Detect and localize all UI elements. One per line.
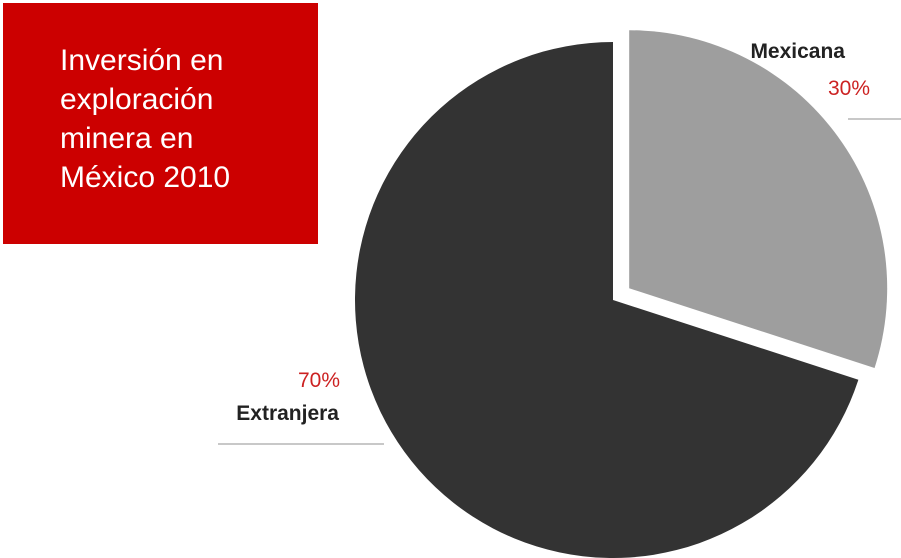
slice-name-label-extranjera: Extranjera (236, 402, 339, 425)
chart-title: Inversión en exploración minera en Méxic… (60, 44, 231, 194)
title-box: Inversión en exploración minera en Méxic… (3, 3, 318, 244)
pie-slice-mexicana (629, 30, 888, 368)
pie-slice-extranjera (355, 42, 859, 558)
slice-value-label-mexicana: 30% (828, 77, 870, 100)
slice-value-label-extranjera: 70% (298, 369, 340, 392)
slice-name-label-mexicana: Mexicana (750, 40, 845, 63)
